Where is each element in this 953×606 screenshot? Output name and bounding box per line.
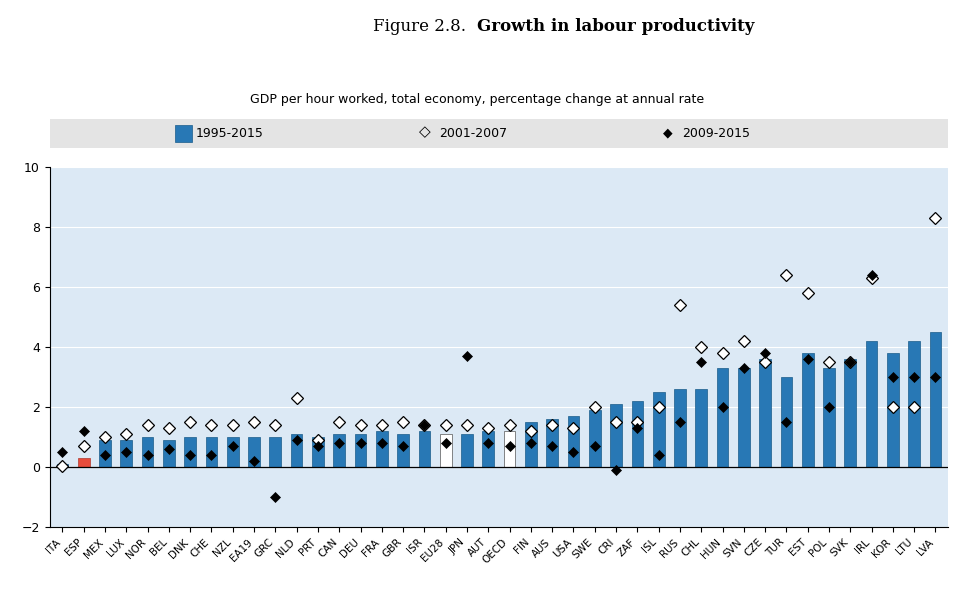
Bar <box>418 431 430 467</box>
Bar <box>695 389 706 467</box>
Bar <box>567 416 578 467</box>
Bar <box>375 431 387 467</box>
Bar <box>631 401 642 467</box>
Bar <box>355 434 366 467</box>
Bar <box>206 437 217 467</box>
Bar <box>738 368 749 467</box>
Text: ◆: ◆ <box>662 126 672 139</box>
Bar <box>865 341 877 467</box>
Bar <box>907 341 919 467</box>
Bar <box>333 434 345 467</box>
Bar <box>248 437 259 467</box>
Bar <box>227 437 238 467</box>
Bar <box>120 440 132 467</box>
Text: Figure 2.8.: Figure 2.8. <box>374 18 476 35</box>
Bar <box>291 434 302 467</box>
Bar <box>163 440 174 467</box>
Bar <box>674 389 685 467</box>
Bar <box>78 458 90 467</box>
Bar <box>439 434 451 467</box>
Bar <box>396 434 409 467</box>
Bar <box>482 431 494 467</box>
Bar <box>780 377 791 467</box>
Bar <box>928 332 941 467</box>
Bar <box>716 368 728 467</box>
Text: 1995-2015: 1995-2015 <box>195 127 263 141</box>
Text: 2009-2015: 2009-2015 <box>681 127 749 141</box>
Bar <box>546 419 558 467</box>
Text: GDP per hour worked, total economy, percentage change at annual rate: GDP per hour worked, total economy, perc… <box>250 93 703 106</box>
Bar <box>56 464 69 467</box>
Bar <box>652 392 664 467</box>
Bar <box>524 422 537 467</box>
Bar <box>588 410 600 467</box>
Text: 2001-2007: 2001-2007 <box>438 127 506 141</box>
Bar <box>610 404 621 467</box>
Bar <box>801 353 813 467</box>
Bar <box>503 431 515 467</box>
Bar <box>142 437 153 467</box>
Bar <box>460 434 473 467</box>
Text: ◇: ◇ <box>418 124 430 139</box>
Text: Growth in labour productivity: Growth in labour productivity <box>476 18 754 35</box>
Bar <box>312 437 323 467</box>
Bar <box>184 437 195 467</box>
Bar <box>886 353 898 467</box>
Bar <box>269 437 281 467</box>
Bar <box>843 359 855 467</box>
Bar <box>822 368 834 467</box>
Text: Figure 2.8.  Growth in labour productivity: Figure 2.8. Growth in labour productivit… <box>299 18 654 35</box>
Bar <box>99 440 111 467</box>
Bar <box>759 359 770 467</box>
